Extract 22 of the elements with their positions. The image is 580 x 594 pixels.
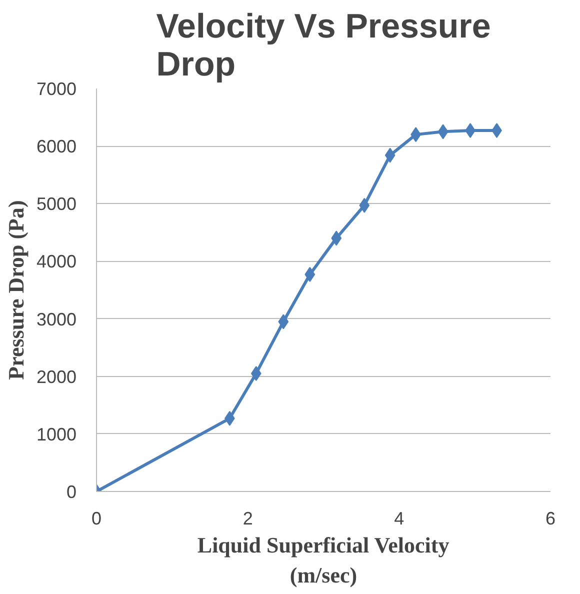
x-tick-label: 6 [545, 508, 556, 528]
point [304, 266, 316, 282]
y-tick-label: 4000 [36, 252, 77, 272]
x-tick-label: 4 [394, 508, 404, 528]
chart-title: Velocity Vs Pressure Drop [156, 8, 491, 84]
x-tick-label: 2 [242, 508, 253, 528]
point [250, 366, 262, 381]
point [331, 230, 342, 246]
y-axis-title: Pressure Drop (Pa) [3, 200, 28, 380]
point [359, 198, 370, 213]
point [384, 148, 396, 163]
y-tick-label: 3000 [36, 309, 77, 330]
y-tick-label: 7000 [36, 79, 77, 99]
point [438, 124, 448, 140]
x-tick-label: 0 [91, 508, 102, 528]
y-tick-label: 0 [66, 482, 77, 502]
y-tick-label: 6000 [36, 136, 77, 157]
point [278, 314, 289, 330]
y-tick-label: 2000 [36, 366, 77, 387]
y-tick-label: 5000 [36, 194, 77, 214]
y-tick-label: 1000 [36, 424, 77, 444]
x-axis-title: Liquid Superficial Velocity (m/sec) [197, 532, 450, 588]
